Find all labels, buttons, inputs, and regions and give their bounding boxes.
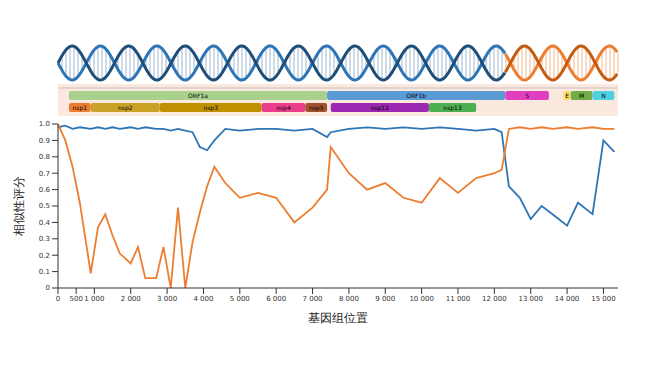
svg-text:ORF1b: ORF1b: [406, 92, 426, 99]
svg-text:S: S: [525, 92, 529, 99]
svg-text:E: E: [565, 92, 569, 99]
svg-text:10 000: 10 000: [409, 295, 434, 303]
svg-text:13 000: 13 000: [518, 295, 543, 303]
svg-text:nsp3: nsp3: [203, 104, 218, 112]
svg-text:0.5: 0.5: [39, 202, 50, 210]
svg-text:0.3: 0.3: [39, 235, 50, 243]
svg-text:0.2: 0.2: [39, 252, 50, 260]
svg-text:5 000: 5 000: [230, 295, 250, 303]
svg-text:基因组位置: 基因组位置: [308, 311, 368, 325]
svg-text:ORF1a: ORF1a: [188, 92, 208, 99]
svg-text:2 000: 2 000: [121, 295, 141, 303]
svg-text:8 000: 8 000: [339, 295, 359, 303]
svg-text:0.8: 0.8: [39, 153, 50, 161]
svg-text:7 000: 7 000: [303, 295, 323, 303]
svg-text:0: 0: [46, 284, 50, 292]
svg-text:0.1: 0.1: [39, 268, 50, 276]
svg-text:nsp1: nsp1: [73, 104, 88, 112]
svg-text:6 000: 6 000: [266, 295, 286, 303]
svg-text:4 000: 4 000: [193, 295, 213, 303]
svg-text:0.4: 0.4: [39, 219, 51, 227]
svg-text:0.6: 0.6: [39, 186, 51, 194]
svg-text:相似性评分: 相似性评分: [12, 176, 26, 236]
svg-text:M: M: [579, 92, 584, 99]
svg-text:3 000: 3 000: [157, 295, 177, 303]
svg-text:nsp2: nsp2: [118, 104, 133, 112]
svg-text:nsp12: nsp12: [371, 104, 390, 112]
svg-text:nsp5: nsp5: [309, 104, 324, 112]
svg-text:12 000: 12 000: [482, 295, 507, 303]
svg-text:N: N: [601, 92, 606, 99]
svg-text:nsp4: nsp4: [276, 104, 291, 112]
svg-text:15 000: 15 000: [591, 295, 616, 303]
svg-text:0: 0: [56, 295, 60, 303]
svg-text:500: 500: [69, 295, 82, 303]
svg-text:1.0: 1.0: [39, 120, 50, 128]
svg-text:0.7: 0.7: [39, 170, 50, 178]
svg-text:9 000: 9 000: [375, 295, 395, 303]
svg-text:11 000: 11 000: [446, 295, 471, 303]
svg-text:14 000: 14 000: [555, 295, 580, 303]
svg-text:1 000: 1 000: [84, 295, 104, 303]
svg-text:0.9: 0.9: [39, 137, 50, 145]
svg-text:nsp13: nsp13: [443, 104, 462, 112]
